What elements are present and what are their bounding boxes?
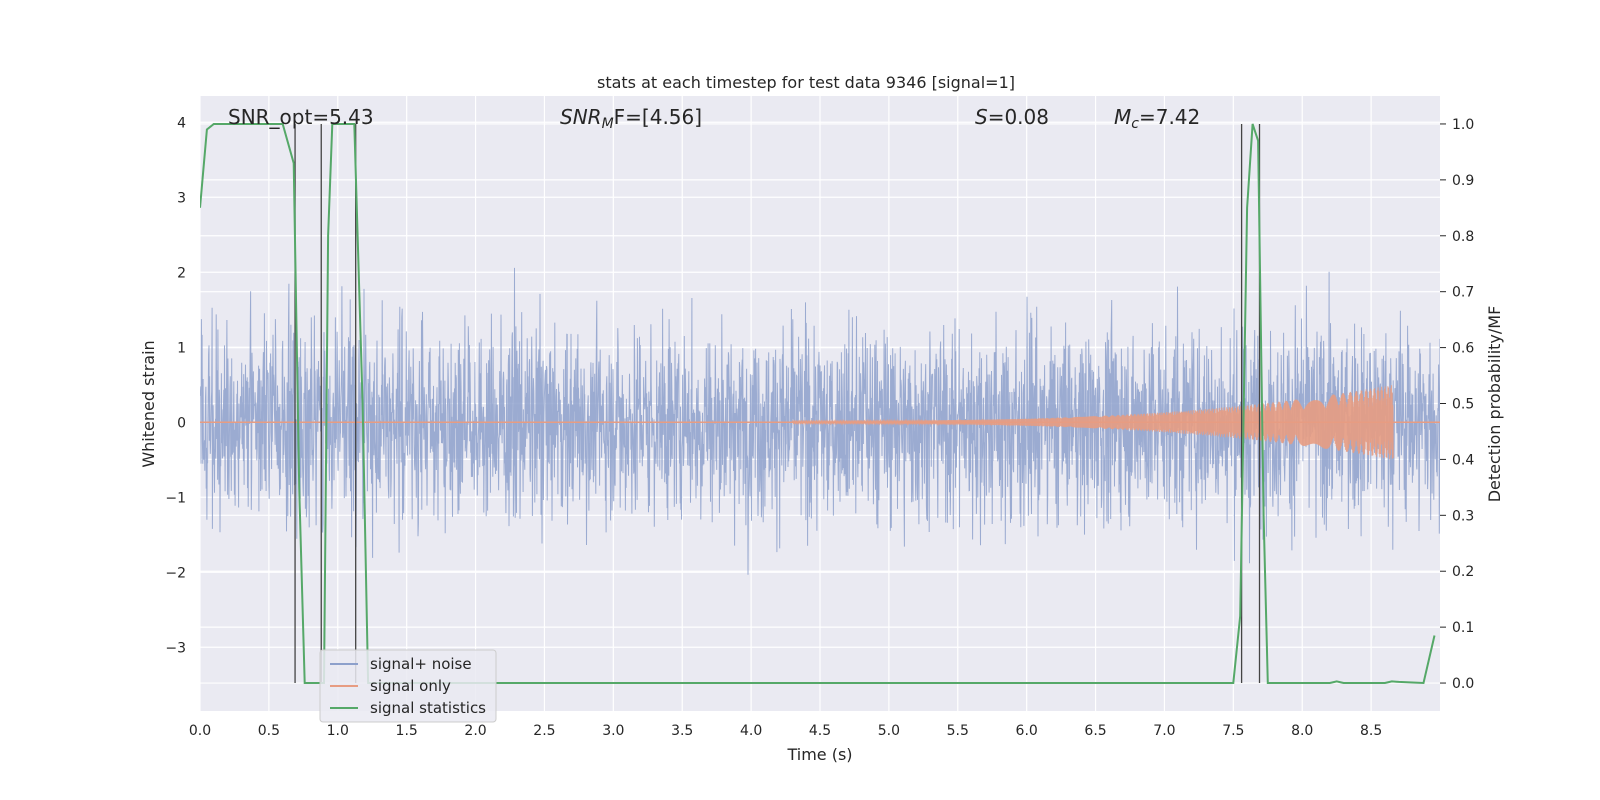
y-left-tick-label: 2 <box>177 265 186 281</box>
annotation-snr-mf-var: SNR <box>560 105 602 129</box>
y-right-tick-label: 0.7 <box>1452 285 1474 301</box>
x-axis-ticks: 0.0 0.5 1.0 1.5 2.0 2.5 3.0 3.5 4.0 4.5 5.0 5.5 6.0 6… <box>189 723 1382 739</box>
y-right-tick-label: 1.0 <box>1452 117 1474 133</box>
x-tick-label: 7.0 <box>1153 723 1175 739</box>
annotation-snr-mf-sub: M <box>602 116 614 132</box>
y-axis-left-ticks: 4 3 2 1 0 −1 −2 −3 <box>165 115 186 656</box>
y-left-tick-label: 1 <box>177 340 186 356</box>
y-left-tick-label: 4 <box>177 115 186 131</box>
legend-box <box>319 649 497 723</box>
annotation-mc-sub: c <box>1131 116 1139 132</box>
y-axis-left-label: Whitened strain <box>139 340 158 467</box>
x-tick-label: 6.5 <box>1084 723 1106 739</box>
x-tick-label: 6.0 <box>1016 723 1038 739</box>
series-signal-statistics-line <box>200 123 1436 685</box>
x-tick-label: 7.5 <box>1222 723 1244 739</box>
x-tick-label: 5.5 <box>947 723 969 739</box>
x-axis-label: Time (s) <box>786 745 852 764</box>
y-left-tick-label: −3 <box>165 640 186 656</box>
x-tick-label: 5.0 <box>878 723 900 739</box>
annotation-snr-mf-rest: F=[4.56] <box>614 105 702 129</box>
y-right-tick-label: 0.0 <box>1452 676 1474 692</box>
y-right-tick-label: 0.8 <box>1452 229 1474 245</box>
y-right-tick-label: 0.9 <box>1452 173 1474 189</box>
x-tick-label: 3.0 <box>602 723 624 739</box>
x-tick-label: 2.0 <box>464 723 486 739</box>
legend-label-signal-only: signal only <box>370 677 451 695</box>
annotation-s-rest: =0.08 <box>988 105 1049 129</box>
x-tick-label: 2.5 <box>533 723 555 739</box>
annotation-s: S=0.08 <box>975 105 1049 129</box>
annotation-mc-rest: =7.42 <box>1139 105 1200 129</box>
legend-label-signal-statistics: signal statistics <box>370 699 486 717</box>
y-left-tick-label: 3 <box>177 190 186 206</box>
y-right-tick-label: 0.4 <box>1452 452 1474 468</box>
y-left-tick-label: −1 <box>165 490 186 506</box>
y-axis-right-ticks: 1.0 0.9 0.8 0.7 0.6 0.5 0.4 0.3 0.2 0.1 0.0 <box>1440 117 1474 692</box>
x-tick-label: 0.5 <box>258 723 280 739</box>
x-tick-label: 3.5 <box>671 723 693 739</box>
annotation-mc-var: M <box>1114 105 1131 129</box>
chart-title: stats at each timestep for test data 934… <box>597 73 1015 92</box>
y-left-tick-label: 0 <box>177 415 186 431</box>
x-tick-label: 1.5 <box>396 723 418 739</box>
y-right-tick-label: 0.6 <box>1452 341 1474 357</box>
x-tick-label: 8.5 <box>1360 723 1382 739</box>
x-tick-label: 8.0 <box>1291 723 1313 739</box>
series-signal-noise-line <box>200 267 1440 575</box>
annotation-snr-mf: SNRMF=[4.56] <box>560 105 702 132</box>
legend: signal+ noise signal only signal statist… <box>319 649 497 723</box>
annotation-snr-opt: SNR_opt=5.43 <box>228 105 374 129</box>
annotation-mc: Mc=7.42 <box>1114 105 1200 132</box>
x-tick-label: 4.5 <box>809 723 831 739</box>
y-right-tick-label: 0.1 <box>1452 620 1474 636</box>
annotation-s-var: S <box>975 105 988 129</box>
x-tick-label: 0.0 <box>189 723 211 739</box>
y-right-tick-label: 0.5 <box>1452 397 1474 413</box>
legend-label-signal-noise: signal+ noise <box>370 655 472 673</box>
x-tick-label: 1.0 <box>327 723 349 739</box>
x-tick-label: 4.0 <box>740 723 762 739</box>
y-right-tick-label: 0.2 <box>1452 564 1474 580</box>
y-axis-right-label: Detection probability/MF <box>1485 306 1504 503</box>
y-left-tick-label: −2 <box>165 565 186 581</box>
y-right-tick-label: 0.3 <box>1452 508 1474 524</box>
